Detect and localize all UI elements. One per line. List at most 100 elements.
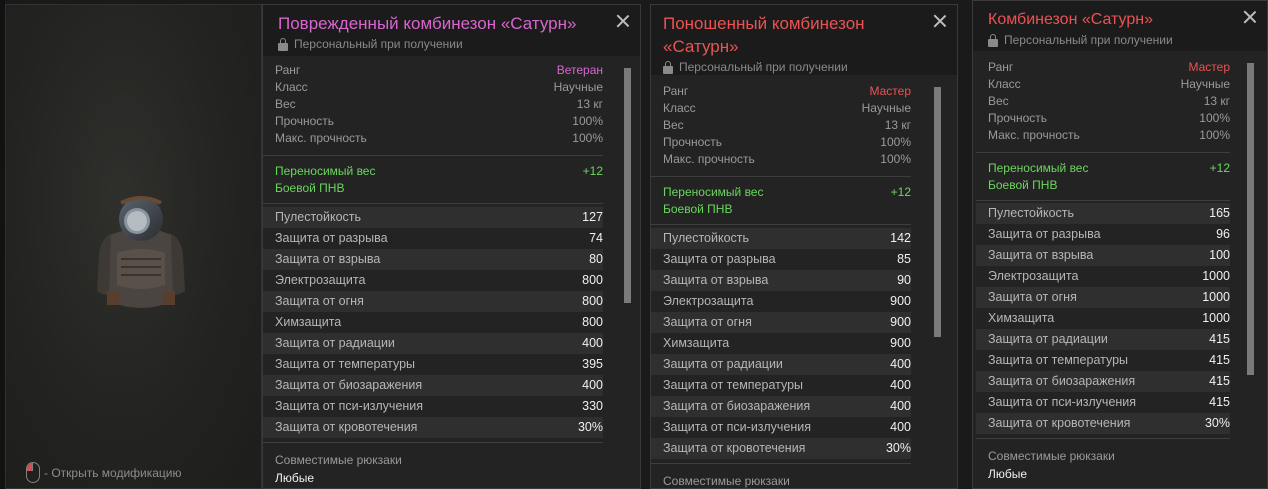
stat-value: 1000 (1202, 311, 1230, 325)
scrollbar[interactable] (934, 87, 941, 337)
stat-value: 415 (1209, 332, 1230, 346)
stat-value: 400 (582, 336, 603, 350)
stat-row: Защита от температуры 415 (976, 350, 1230, 371)
scrollbar-thumb[interactable] (624, 68, 631, 303)
stat-row: Защита от биозаражения 400 (651, 396, 911, 417)
stat-value: 900 (890, 336, 911, 350)
stat-value: 85 (897, 252, 911, 266)
stat-row: Защита от взрыва 100 (976, 245, 1230, 266)
stat-value: 1000 (1202, 269, 1230, 283)
stat-label: Защита от огня (663, 315, 752, 329)
stat-value: 74 (589, 231, 603, 245)
info-class: Класс Научные (275, 80, 603, 94)
stat-value: 400 (890, 420, 911, 434)
stat-value: 400 (890, 399, 911, 413)
info-max-durability: Макс. прочность 100% (988, 128, 1230, 142)
scrollbar-thumb[interactable] (1247, 63, 1254, 375)
lock-icon (988, 33, 998, 47)
scrollbar-thumb[interactable] (934, 87, 941, 337)
stat-label: Защита от пси-излучения (988, 395, 1137, 409)
info-section: Ранг Мастер Класс Научные Вес 13 кг Прочнос… (651, 75, 911, 176)
stat-row: Защита от температуры 400 (651, 375, 911, 396)
info-section: Ранг Ветеран Класс Научные Вес 13 кг Прочно… (263, 56, 603, 155)
mouse-left-click-icon (26, 462, 40, 483)
stat-row: Защита от огня 1000 (976, 287, 1230, 308)
bonus-nvg: Боевой ПНВ (988, 178, 1058, 192)
info-durability: Прочность 100% (275, 114, 603, 128)
stat-row: Защита от разрыва 85 (651, 249, 911, 270)
backpacks-label: Совместимые рюкзаки (663, 474, 790, 488)
close-button[interactable] (933, 14, 947, 28)
stat-value: 400 (890, 357, 911, 371)
stat-value: 1000 (1202, 290, 1230, 304)
bonus-nvg: Боевой ПНВ (663, 202, 733, 216)
stat-row: Защита от пси-излучения 400 (651, 417, 911, 438)
stat-label: Химзащита (275, 315, 342, 329)
bonus-section: Переносимый вес +12 Боевой ПНВ (263, 155, 603, 203)
lock-icon (663, 60, 673, 74)
stat-row: Электрозащита 900 (651, 291, 911, 312)
protection-stats: Пулестойкость 165 Защита от разрыва 96 Защит… (976, 200, 1230, 438)
stat-row: Защита от огня 800 (263, 291, 603, 312)
info-max-durability: Макс. прочность 100% (275, 131, 603, 145)
tooltip-body: Ранг Мастер Класс Научные Вес 13 кг Прочнос… (976, 51, 1230, 488)
stat-value: 96 (1216, 227, 1230, 241)
scrollbar[interactable] (624, 68, 631, 303)
stat-value: 900 (890, 294, 911, 308)
stat-label: Защита от радиации (275, 336, 395, 350)
stat-row: Защита от огня 900 (651, 312, 911, 333)
bonus-carry-weight: Переносимый вес +12 (988, 161, 1230, 175)
stat-label: Электрозащита (988, 269, 1079, 283)
stat-label: Защита от температуры (275, 357, 416, 371)
info-weight: Вес 13 кг (663, 118, 911, 132)
scrollbar[interactable] (1247, 63, 1254, 375)
stat-label: Защита от пси-излучения (663, 420, 812, 434)
stat-label: Защита от пси-излучения (275, 399, 424, 413)
stat-row: Защита от взрыва 80 (263, 249, 603, 270)
backpacks-section: Совместимые рюкзаки Любые (976, 438, 1230, 488)
stat-row: Пулестойкость 165 (976, 203, 1230, 224)
stat-row: Электрозащита 1000 (976, 266, 1230, 287)
tooltip-panel-worn: Поношенный комбинезон «Сатурн» Персональ… (650, 4, 958, 489)
stat-value: 90 (897, 273, 911, 287)
stat-value: 400 (890, 378, 911, 392)
stat-row: Химзащита 800 (263, 312, 603, 333)
stat-row: Защита от пси-излучения 330 (263, 396, 603, 417)
stat-value: 400 (582, 378, 603, 392)
tooltip-body: Ранг Мастер Класс Научные Вес 13 кг Прочнос… (651, 75, 911, 488)
stat-value: 30% (577, 420, 603, 434)
info-rank: Ранг Мастер (988, 60, 1230, 74)
stat-label: Защита от разрыва (988, 227, 1101, 241)
backpacks-section: Совместимые рюкзаки (651, 463, 911, 488)
close-button[interactable] (1243, 10, 1257, 24)
backpacks-section: Совместимые рюкзаки Любые (263, 442, 603, 488)
backpacks-label: Совместимые рюкзаки (988, 449, 1115, 463)
personal-binding-label: Персональный при получении (278, 37, 606, 51)
stat-label: Защита от кровотечения (275, 420, 418, 434)
stat-row: Химзащита 900 (651, 333, 911, 354)
binding-text: Персональный при получении (1004, 33, 1173, 47)
stat-label: Защита от радиации (663, 357, 783, 371)
backpacks-value: Любые (988, 467, 1028, 481)
protection-stats: Пулестойкость 127 Защита от разрыва 74 Защит… (263, 203, 603, 442)
personal-binding-label: Персональный при получении (988, 33, 1233, 47)
info-max-durability: Макс. прочность 100% (663, 152, 911, 166)
stat-value: 30% (1204, 416, 1230, 430)
stat-value: 415 (1209, 353, 1230, 367)
tooltip-panel-damaged: Поврежденный комбинезон «Сатурн» Персона… (262, 4, 641, 489)
stat-label: Защита от биозаражения (988, 374, 1136, 388)
tooltip-header: Комбинезон «Сатурн» Персональный при пол… (973, 1, 1267, 51)
stat-label: Электрозащита (663, 294, 754, 308)
stat-row: Защита от кровотечения 30% (263, 417, 603, 438)
item-title: Поврежденный комбинезон «Сатурн» (278, 14, 577, 33)
tooltip-header: Поношенный комбинезон «Сатурн» Персональ… (651, 5, 957, 75)
suit-image (97, 196, 185, 308)
stat-row: Защита от радиации 400 (263, 333, 603, 354)
stat-label: Защита от биозаражения (275, 378, 423, 392)
stat-value: 165 (1209, 206, 1230, 220)
stat-row: Защита от радиации 400 (651, 354, 911, 375)
bonus-section: Переносимый вес +12 Боевой ПНВ (651, 176, 911, 224)
backpacks-label: Совместимые рюкзаки (275, 453, 402, 467)
stat-row: Защита от биозаражения 400 (263, 375, 603, 396)
close-button[interactable] (616, 14, 630, 28)
